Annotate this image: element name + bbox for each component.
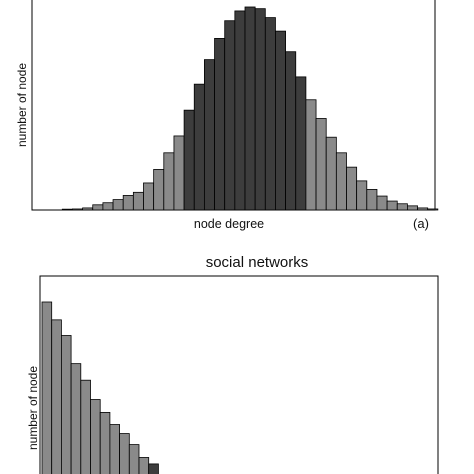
histogram-bar [112, 199, 124, 211]
histogram-bar [80, 379, 91, 474]
histogram-bar [396, 203, 408, 211]
histogram-bar [173, 135, 185, 211]
histogram-bar [128, 444, 140, 474]
histogram-bar [72, 208, 83, 211]
histogram-bar [285, 51, 297, 211]
histogram-bar [335, 152, 347, 211]
histogram-bar [148, 463, 159, 474]
histogram-bar [102, 202, 114, 211]
histogram-bar [356, 180, 368, 211]
histogram-bar [153, 169, 165, 211]
histogram-bar [376, 195, 388, 211]
histogram-bar [61, 335, 72, 474]
histogram-bar [61, 208, 73, 211]
histogram-bar [315, 118, 327, 211]
histogram-bar [386, 200, 398, 211]
social-networks-chart: social networks number of node [26, 254, 439, 474]
histogram-bar [427, 208, 439, 211]
histogram-bar [92, 204, 104, 211]
histogram-bar [295, 76, 307, 211]
histogram-bar [51, 319, 62, 474]
histogram-bar [203, 59, 215, 211]
histogram-bar [70, 363, 82, 474]
histogram-bar [163, 152, 175, 211]
histogram-bar [99, 411, 111, 474]
histogram-bar [122, 195, 134, 211]
degree-distribution-chart: number of node node degree (a) [15, 0, 439, 231]
histogram-bar [183, 109, 195, 211]
histogram-bar [90, 399, 101, 474]
histogram-bar [41, 301, 53, 474]
histogram-bar [214, 38, 226, 211]
histogram-bar [417, 207, 429, 211]
histogram-bar [138, 457, 150, 474]
x-axis-label: node degree [194, 217, 264, 231]
panel-label: (a) [413, 216, 429, 231]
histogram-bar [244, 6, 256, 211]
histogram-bar [264, 17, 276, 211]
histogram-bar [193, 83, 205, 211]
histogram-bar [406, 205, 418, 211]
chart-title: social networks [206, 254, 309, 271]
histogram-bar [224, 20, 236, 211]
histogram-bar [346, 166, 358, 211]
histogram-bar [275, 30, 287, 211]
histogram-bar [109, 424, 121, 474]
histogram-bar [366, 189, 378, 211]
plot-frame [39, 275, 439, 474]
y-axis-label: number of node [26, 366, 40, 450]
bar-series [41, 301, 159, 474]
histogram-bar [325, 136, 337, 211]
histogram-bar [119, 433, 130, 474]
histogram-bar [82, 207, 94, 211]
histogram-bar [305, 99, 317, 211]
histogram-bar [143, 182, 155, 211]
bar-series [61, 6, 439, 211]
histogram-bar [254, 8, 266, 211]
y-axis-label: number of node [15, 63, 29, 147]
histogram-bar [234, 10, 246, 211]
histogram-bar [132, 191, 144, 211]
